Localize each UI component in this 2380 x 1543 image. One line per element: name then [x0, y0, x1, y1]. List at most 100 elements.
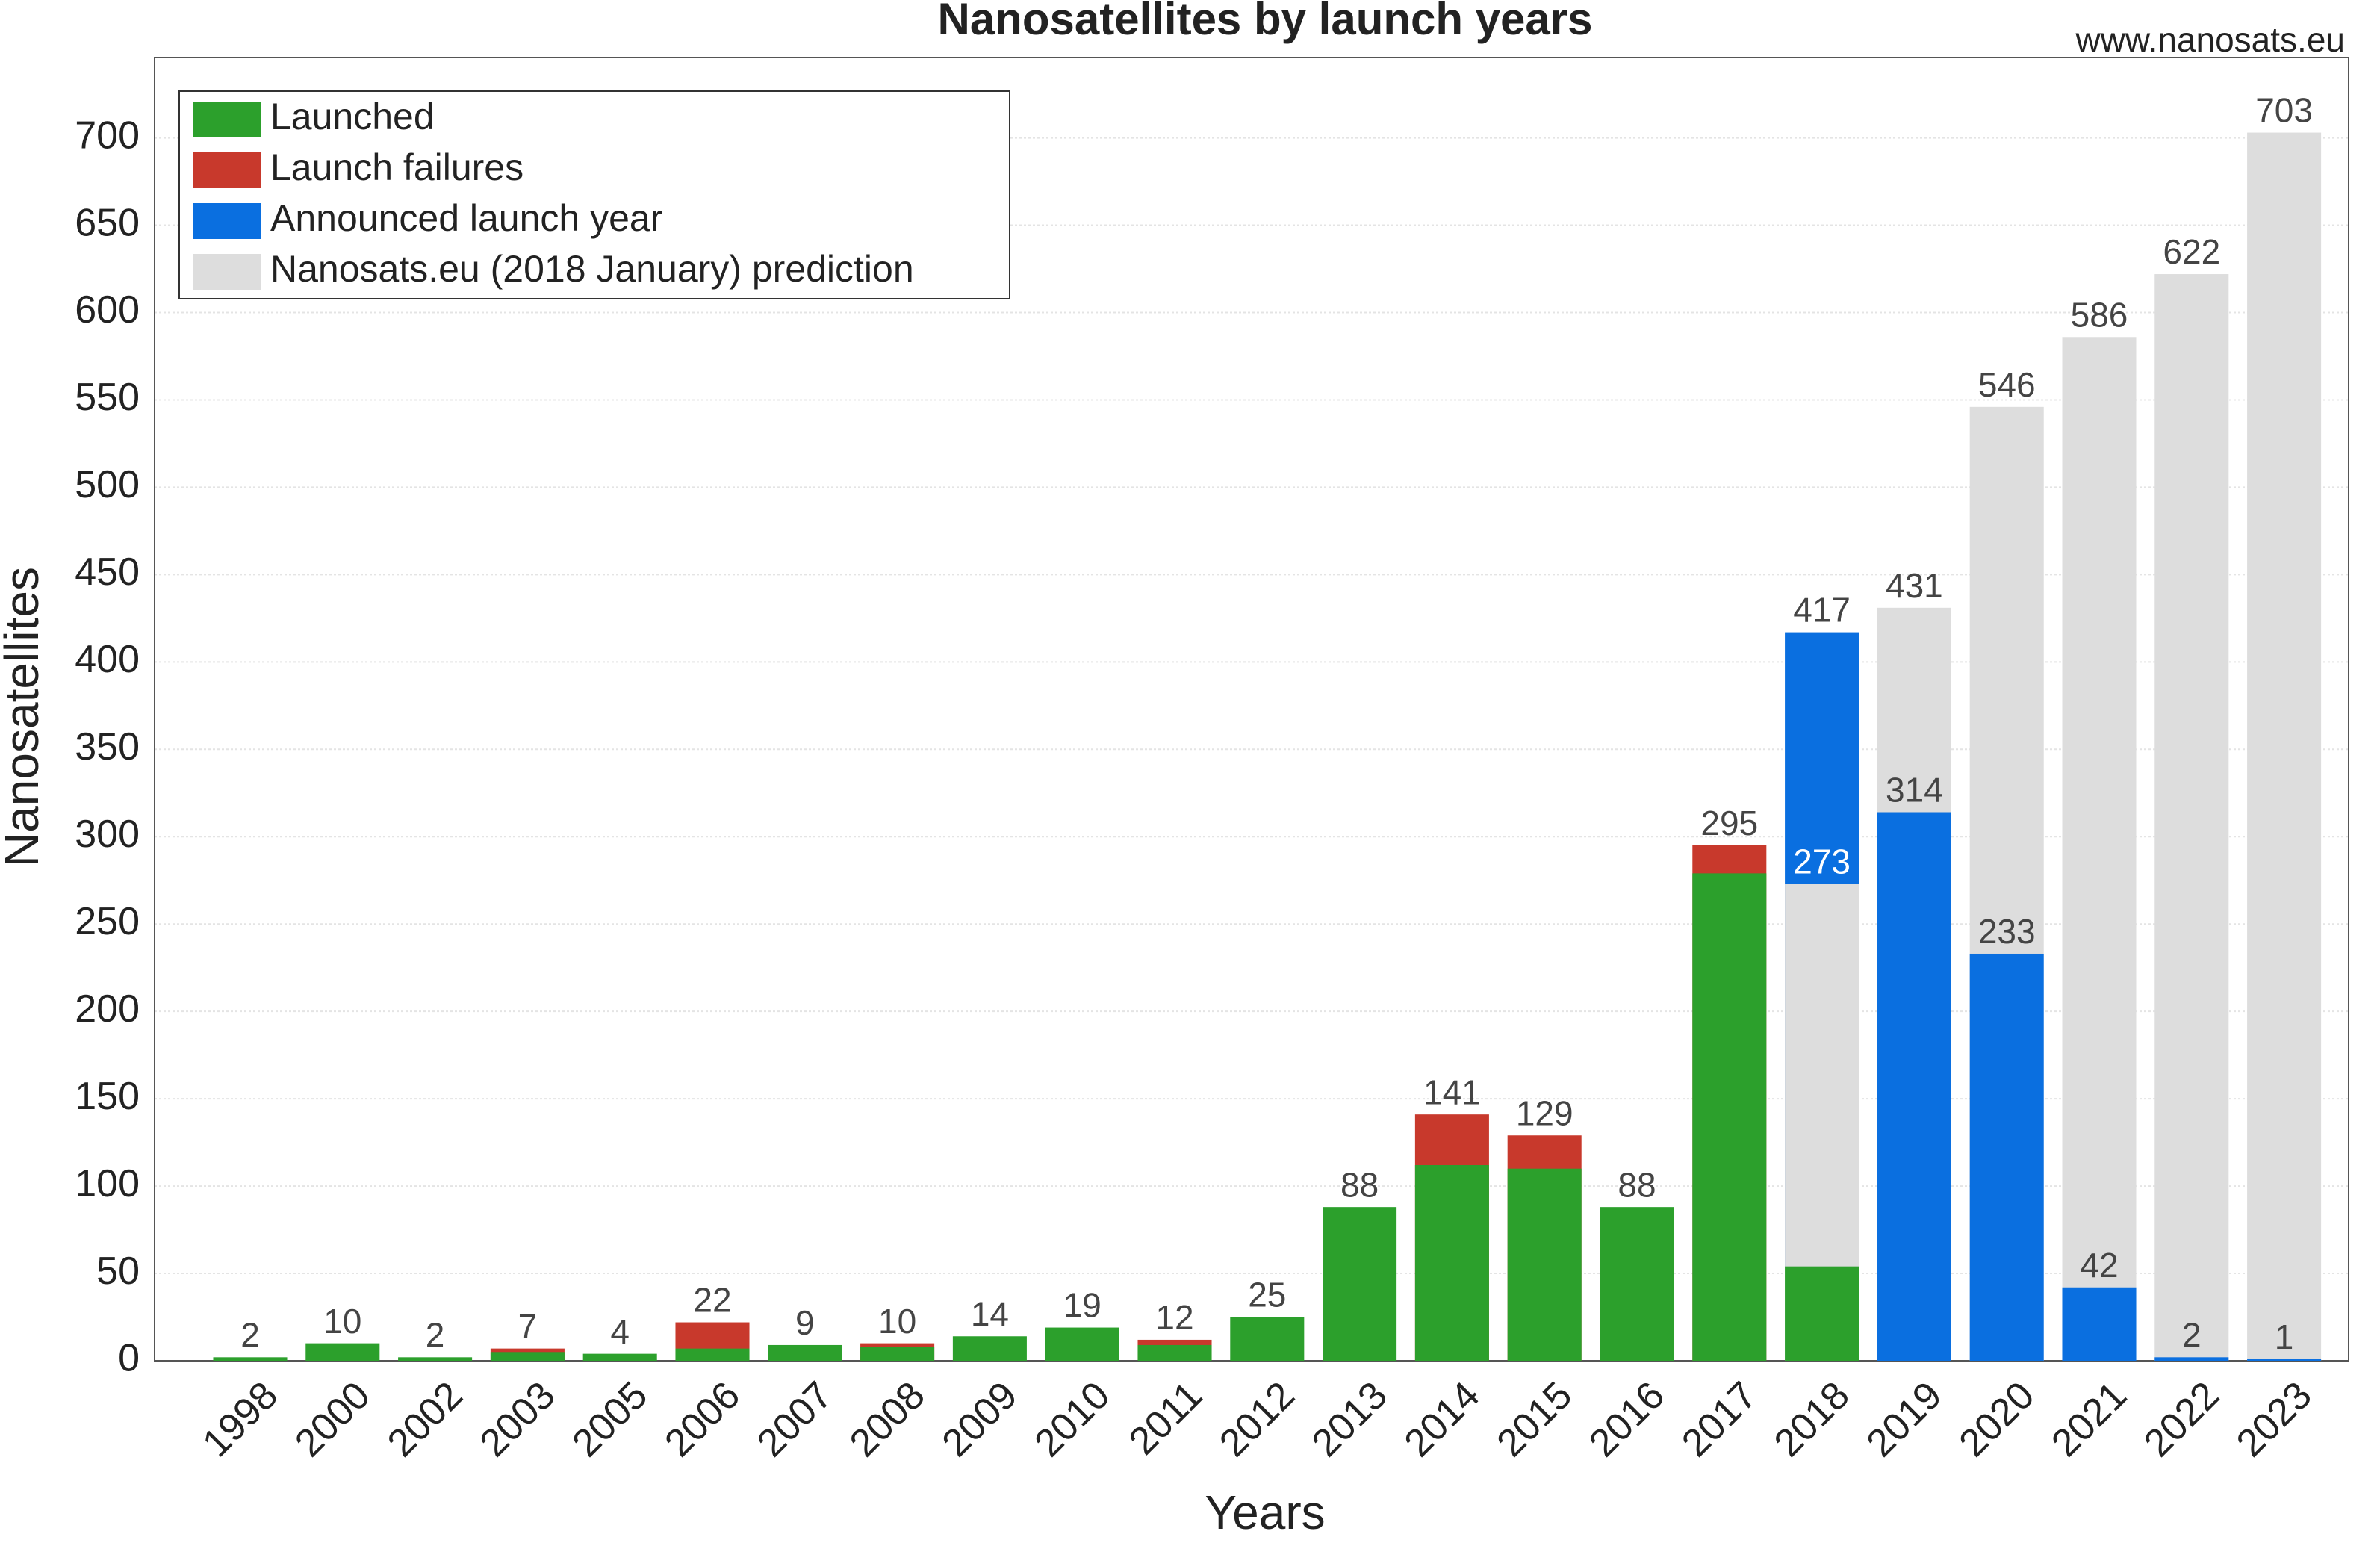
data-label: 2 [426, 1315, 445, 1354]
chart-title: Nanosatellites by launch years [937, 0, 1592, 44]
source: www.nanosats.eu [2075, 20, 2345, 59]
data-label: 417 [1793, 591, 1851, 630]
data-label: 273 [1793, 842, 1851, 881]
legend-swatch [193, 102, 261, 137]
bar [952, 1336, 1027, 1361]
data-label: 7 [518, 1307, 538, 1346]
data-label: 9 [795, 1303, 815, 1342]
data-label: 42 [2080, 1246, 2118, 1285]
y-tick-label: 300 [75, 813, 140, 856]
data-label: 88 [1340, 1165, 1379, 1204]
data-label: 431 [1886, 566, 1943, 605]
y-tick-label: 650 [75, 201, 140, 244]
bar [2062, 337, 2137, 1362]
bar [1323, 1207, 1397, 1361]
bar [860, 1347, 935, 1361]
data-label: 10 [323, 1302, 361, 1341]
x-tick-label: 2015 [1489, 1373, 1581, 1465]
bar [2154, 1357, 2229, 1361]
bar [1230, 1317, 1305, 1361]
y-tick-label: 400 [75, 638, 140, 681]
bar [398, 1357, 473, 1361]
y-tick-label: 350 [75, 725, 140, 769]
data-label: 2 [240, 1315, 260, 1354]
data-label: 10 [878, 1302, 916, 1341]
data-label: 1 [2275, 1317, 2294, 1356]
bar [675, 1348, 750, 1361]
x-tick-label: 2000 [287, 1373, 379, 1465]
bar [490, 1352, 565, 1361]
bar [1137, 1344, 1212, 1361]
x-tick-label: 2021 [2043, 1373, 2135, 1465]
bar [2154, 274, 2229, 1362]
y-tick-label: 550 [75, 376, 140, 419]
data-label: 19 [1063, 1286, 1102, 1325]
x-tick-label: 1998 [194, 1373, 286, 1465]
data-label: 25 [1248, 1276, 1286, 1314]
x-tick-label: 2018 [1766, 1373, 1858, 1465]
data-label: 314 [1886, 771, 1943, 810]
y-tick-label: 0 [118, 1337, 140, 1380]
bar [1877, 812, 1951, 1361]
x-tick-label: 2005 [565, 1373, 656, 1465]
x-axis-title: Years [1205, 1485, 1325, 1539]
data-label: 141 [1423, 1072, 1481, 1111]
bar [1600, 1207, 1674, 1361]
y-tick-label: 200 [75, 987, 140, 1031]
data-label: 233 [1978, 912, 2036, 951]
y-tick-label: 150 [75, 1075, 140, 1118]
legend-swatch [193, 254, 261, 290]
bar [1969, 953, 2044, 1361]
y-tick-label: 100 [75, 1162, 140, 1205]
bar [2247, 1359, 2322, 1361]
legend-label: Launch failures [270, 146, 523, 188]
x-tick-label: 2013 [1304, 1373, 1396, 1465]
y-tick-label: 250 [75, 900, 140, 943]
bar [582, 1353, 657, 1361]
legend-swatch [193, 203, 261, 239]
y-tick-label: 700 [75, 114, 140, 157]
x-tick-label: 2019 [1859, 1373, 1951, 1465]
x-tick-label: 2010 [1027, 1373, 1119, 1465]
data-label: 14 [971, 1294, 1009, 1333]
data-label: 2 [2182, 1315, 2202, 1354]
data-label: 546 [1978, 365, 2036, 404]
x-tick-label: 2003 [472, 1373, 564, 1465]
x-tick-label: 2002 [379, 1373, 471, 1465]
y-axis-title: Nanosatellites [0, 567, 49, 867]
bar [1045, 1327, 1119, 1361]
legend-label: Nanosats.eu (2018 January) prediction [270, 248, 914, 290]
x-tick-label: 2014 [1396, 1373, 1488, 1465]
bar [305, 1343, 380, 1361]
x-tick-label: 2023 [2228, 1373, 2320, 1465]
bar [1507, 1168, 1582, 1361]
y-tick-label: 50 [96, 1249, 140, 1293]
y-tick-label: 600 [75, 288, 140, 332]
data-label: 88 [1618, 1165, 1656, 1204]
data-label: 703 [2255, 91, 2313, 130]
x-tick-label: 2011 [1121, 1373, 1211, 1463]
legend-swatch [193, 152, 261, 188]
legend-label: Announced launch year [270, 197, 662, 239]
bar [2062, 1287, 2137, 1361]
x-tick-label: 2012 [1211, 1373, 1303, 1465]
legend-box [178, 90, 1010, 299]
y-tick-label: 500 [75, 463, 140, 506]
data-label: 129 [1516, 1093, 1573, 1132]
bar [1414, 1165, 1489, 1361]
x-tick-label: 2017 [1674, 1373, 1765, 1465]
bar [213, 1357, 288, 1361]
data-label: 4 [610, 1312, 630, 1351]
data-label: 586 [2071, 295, 2128, 334]
data-label: 295 [1700, 804, 1758, 842]
bar [768, 1344, 842, 1361]
x-tick-label: 2020 [1951, 1373, 2043, 1465]
data-label: 22 [693, 1281, 731, 1320]
y-tick-label: 450 [75, 550, 140, 594]
x-tick-label: 2008 [842, 1373, 933, 1465]
data-label: 622 [2163, 232, 2220, 271]
bar [2247, 132, 2322, 1361]
bar [1692, 873, 1767, 1361]
x-tick-label: 2009 [934, 1373, 1026, 1465]
